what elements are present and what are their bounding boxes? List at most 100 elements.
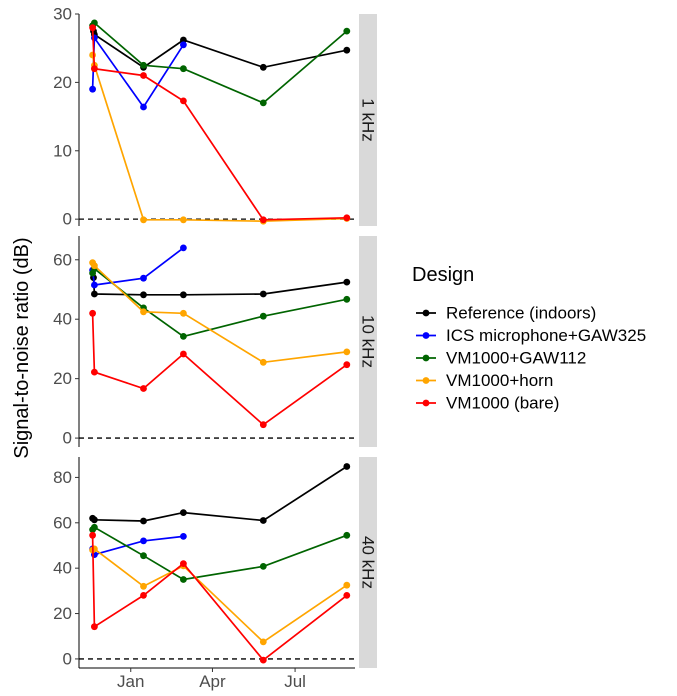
- data-point: [180, 350, 187, 358]
- legend-label: Reference (indoors): [446, 304, 596, 323]
- data-point: [140, 61, 147, 69]
- data-point: [91, 623, 98, 631]
- data-point: [343, 531, 351, 539]
- y-axis-title: Signal-to-noise ratio (dB): [11, 237, 33, 458]
- x-tick-label: Jan: [117, 672, 144, 691]
- data-point: [343, 581, 351, 589]
- x-tick-label: Apr: [199, 672, 226, 691]
- legend-key-point: [422, 309, 430, 317]
- data-point: [343, 295, 351, 303]
- data-point: [91, 34, 98, 42]
- strip-background: [359, 457, 377, 668]
- data-point: [91, 281, 98, 289]
- data-point: [180, 509, 187, 516]
- strip-label: 10 kHz: [359, 315, 378, 368]
- data-point: [259, 290, 267, 298]
- y-tick-label: 20: [53, 73, 72, 92]
- data-point: [180, 244, 187, 252]
- x-tick-label: Jul: [284, 672, 306, 691]
- data-point: [343, 592, 351, 599]
- y-tick-label: 30: [53, 5, 72, 24]
- series-line: [92, 547, 348, 643]
- data-point: [180, 36, 187, 44]
- panel-2: 40 kHz 0 20 40 60 80 Jan Apr Jul: [53, 457, 378, 691]
- data-point: [343, 348, 351, 356]
- series-line: [91, 526, 348, 581]
- panel-0: 1 kHz 0 10 20 30: [53, 5, 377, 229]
- data-point: [180, 41, 187, 49]
- panels-layer: 1 kHz 0 10 20 30 10 kHz 0 20 40 60 40 kHz 0 20 40 60 80…: [53, 5, 377, 692]
- data-point: [89, 24, 96, 32]
- data-point: [89, 85, 96, 93]
- data-point: [140, 274, 147, 282]
- y-tick-label: 20: [53, 604, 72, 623]
- strip-label: 1 kHz: [359, 98, 378, 141]
- data-point: [259, 563, 267, 570]
- y-tick-label: 60: [53, 513, 72, 532]
- y-tick-label: 60: [53, 250, 72, 269]
- series-line: [91, 267, 347, 338]
- data-point: [259, 99, 267, 107]
- data-point: [259, 358, 267, 366]
- data-point: [140, 291, 147, 299]
- series-line: [91, 21, 348, 104]
- data-point: [180, 576, 187, 583]
- strip-label: 40 kHz: [359, 536, 378, 589]
- data-point: [91, 290, 98, 298]
- data-point: [180, 333, 187, 340]
- legend-label: VM1000+GAW112: [446, 349, 586, 368]
- data-point: [140, 552, 147, 560]
- data-point: [259, 517, 267, 524]
- data-point: [140, 537, 147, 545]
- series-line: [92, 30, 347, 69]
- data-point: [91, 262, 98, 270]
- data-point: [140, 385, 147, 392]
- data-point: [89, 309, 96, 317]
- data-point: [140, 308, 147, 316]
- y-tick-label: 10: [53, 141, 72, 160]
- y-tick-label: 0: [63, 429, 72, 448]
- legend-key-point: [422, 354, 430, 362]
- data-point: [343, 27, 351, 35]
- data-point: [91, 516, 98, 524]
- data-point: [91, 65, 98, 73]
- data-point: [343, 214, 351, 222]
- data-point: [180, 216, 187, 224]
- series-line: [91, 262, 347, 364]
- legend-label: VM1000+horn: [446, 371, 553, 390]
- data-point: [259, 312, 267, 320]
- data-point: [140, 103, 147, 111]
- data-point: [180, 560, 187, 567]
- y-tick-label: 0: [63, 210, 72, 229]
- series-line: [91, 313, 348, 426]
- data-point: [89, 51, 96, 59]
- data-point: [91, 368, 98, 376]
- series-line: [91, 35, 185, 109]
- data-point: [180, 97, 187, 105]
- data-point: [140, 592, 147, 599]
- legend-key-point: [422, 377, 430, 384]
- series-line: [91, 535, 348, 662]
- data-point: [259, 638, 267, 646]
- data-point: [140, 72, 147, 79]
- data-point: [343, 46, 351, 54]
- data-point: [180, 309, 187, 317]
- strip-background: [359, 236, 377, 447]
- data-point: [259, 656, 267, 664]
- y-tick-label: 80: [53, 468, 72, 487]
- legend-label: VM1000 (bare): [446, 394, 559, 413]
- data-point: [343, 463, 351, 470]
- series-line: [91, 27, 347, 221]
- y-tick-label: 40: [53, 310, 72, 329]
- panel-1: 10 kHz 0 20 40 60: [53, 236, 378, 448]
- data-point: [140, 517, 147, 525]
- legend-title: Design: [412, 264, 474, 286]
- data-point: [140, 582, 147, 590]
- legend-key-point: [422, 332, 430, 339]
- series-line: [91, 247, 184, 286]
- data-point: [259, 421, 267, 429]
- data-point: [89, 531, 96, 539]
- data-point: [180, 65, 187, 73]
- data-point: [259, 216, 267, 224]
